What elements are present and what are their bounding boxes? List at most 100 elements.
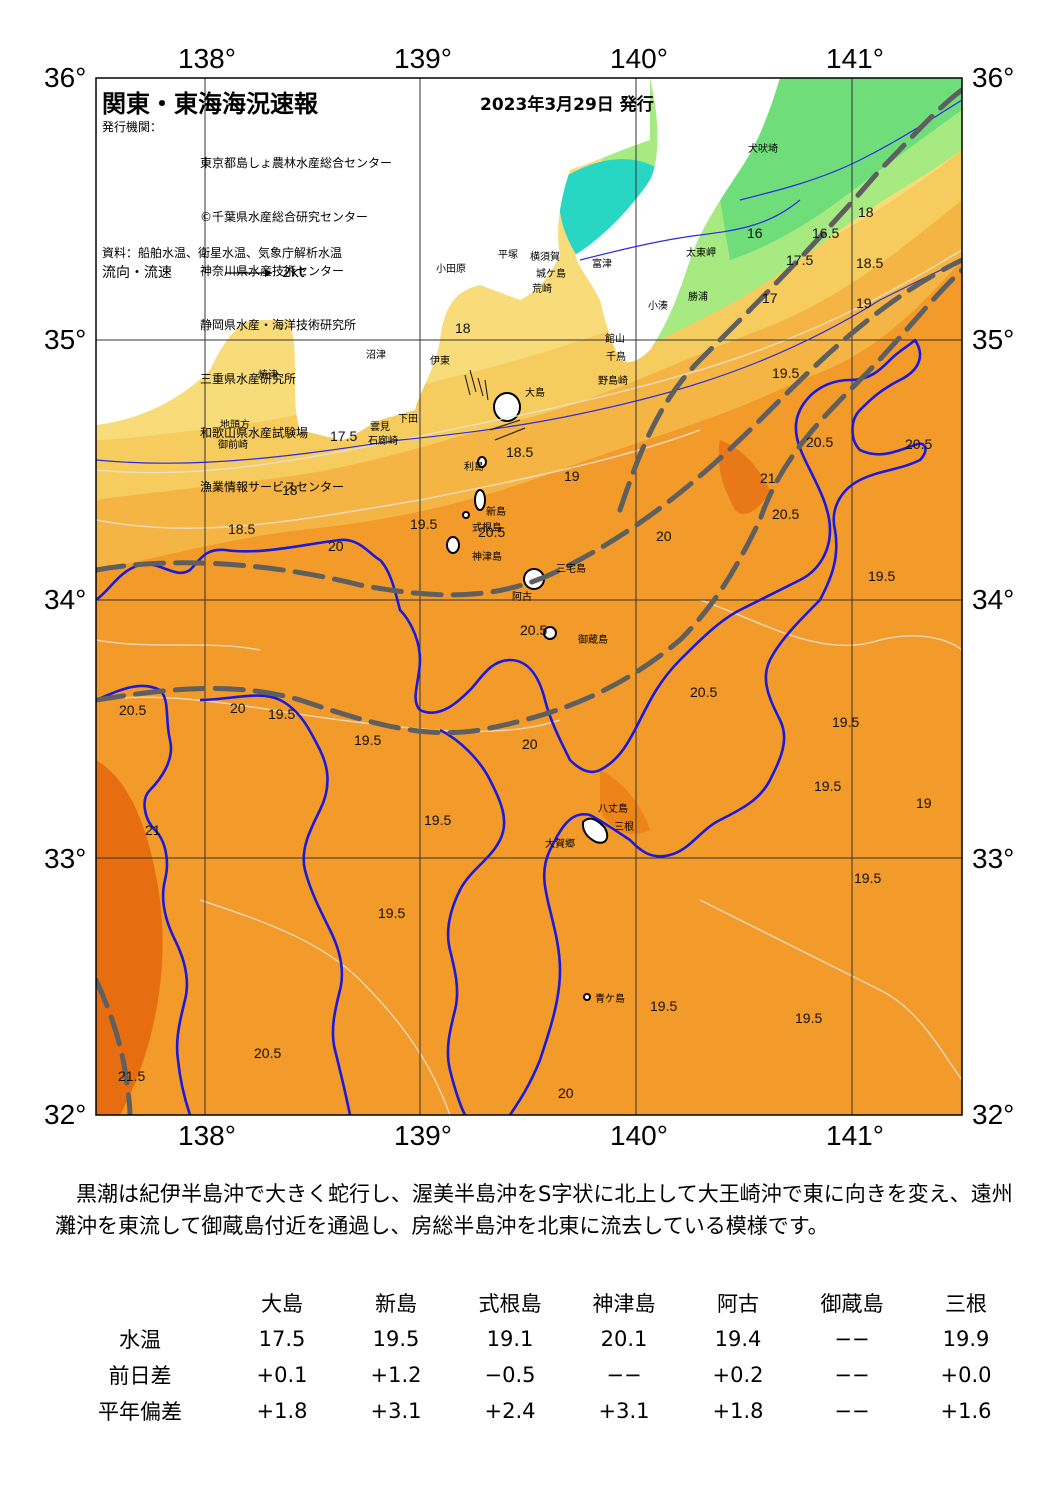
iso-label: 21.5 [118,1068,146,1084]
place-shimoda: 下田 [398,414,418,425]
col-header: 大島 [261,1292,303,1316]
row-label: 前日差 [108,1364,172,1388]
table-cell: +2.4 [484,1399,536,1423]
col-header: 三根 [945,1292,987,1316]
water-temp-table: 大島 新島 式根島 神津島 阿古 御蔵島 三根 水温 17.5 19.5 19.… [55,1285,1023,1429]
lon-label-top-141: 141° [826,43,884,74]
land-boso [575,78,780,362]
tokyo-bay-cold [558,159,660,260]
iso-label: 20 [328,538,344,554]
iso-label: 20 [656,528,672,544]
map-frame [95,77,963,1116]
issue-date: 2023年3月29日 発行 [480,95,654,115]
place-futtsu: 富津 [592,259,612,270]
iso-label: 19.5 [424,812,452,828]
iso-label: 20.5 [254,1045,282,1061]
iso-label: 19 [916,795,932,811]
iso-label: 20 [230,700,246,716]
table-cell: +3.1 [598,1399,650,1423]
place-numazu: 沼津 [366,350,386,361]
table-row: 前日差 +0.1 +1.2 −0.5 −− +0.2 −− +0.0 [55,1357,1023,1393]
dashed-lines [96,87,962,1115]
iso-label: 18.5 [228,521,256,537]
table-cell: −− [606,1363,642,1387]
issuer-label: 発行機関： [102,120,163,134]
table-cell: −− [834,1399,870,1423]
place-omaezaki: 御前崎 [218,440,248,451]
iso-label: 19.5 [795,1010,823,1026]
island-hachijojima [581,817,609,844]
table-cell: 19.5 [372,1327,420,1351]
issuer-item: ©千葉県水産総合研究センター [200,210,369,224]
col-header: 式根島 [478,1292,542,1316]
iso-label: 17.5 [330,428,358,444]
table-cell: +0.0 [940,1363,992,1387]
map-title: 関東・東海海況速報 [102,90,318,118]
place-oshima: 大島 [525,388,545,399]
place-ako: 阿古 [512,592,532,603]
table-cell: 19.9 [942,1327,990,1351]
table-cell: −− [834,1327,870,1351]
place-kumomi: 雲見 [370,422,390,433]
place-yokosuka: 横須賀 [530,252,560,263]
iso-label: 19.5 [378,905,406,921]
iso-label: 20.5 [905,436,933,452]
lat-label-left-32: 32° [44,1099,87,1130]
place-kominato: 小湊 [648,301,668,312]
graticule [96,78,962,1115]
island-shikinejima [462,511,470,519]
issuer-item: 神奈川県水産技術センター [200,264,345,278]
lon-label-bottom-140: 140° [610,1120,668,1151]
place-arasaki: 荒崎 [532,284,552,295]
place-mikurajima: 御蔵島 [578,635,608,646]
main-isotherm [96,338,927,1115]
table-row: 水温 17.5 19.5 19.1 20.1 19.4 −− 19.9 [55,1321,1023,1357]
place-irozaki: 石廊崎 [368,436,398,447]
place-hachijojima: 八丈島 [598,804,628,815]
lon-label-top-140: 140° [610,43,668,74]
table-header-row: 大島 新島 式根島 神津島 阿古 御蔵島 三根 [55,1285,1023,1321]
iso-label: 19.5 [868,568,896,584]
lat-label-right-35: 35° [972,324,1015,355]
lat-label-right-36: 36° [972,62,1015,93]
issuer-item: 三重県水産研究所 [200,372,297,386]
table-cell: −− [834,1363,870,1387]
table-cell: +1.8 [712,1399,764,1423]
place-ito: 伊東 [430,356,450,367]
place-kozushima: 神津島 [472,552,502,563]
iso-label: 16 [747,225,763,241]
hot-patch-east [718,440,770,514]
iso-label: 19.5 [354,732,382,748]
col-header: 御蔵島 [820,1292,884,1316]
island-mikurajima [543,626,557,640]
iso-label: 18 [455,320,471,336]
iso-label: 18 [858,204,874,220]
island-toshima [477,456,487,468]
lat-label-left-34: 34° [44,584,87,615]
iso-label: 19.5 [410,516,438,532]
iso-label: 19 [856,295,872,311]
iso-label: 17.5 [786,252,814,268]
iso-label: 20.5 [690,684,718,700]
lat-label-left-36: 36° [44,62,87,93]
row-label: 水温 [119,1328,161,1352]
iso-label: 18.5 [856,255,884,271]
iso-label: 19.5 [814,778,842,794]
iso-label: 19 [564,468,580,484]
place-chidori: 千鳥 [606,352,626,363]
land-honshu [96,78,650,440]
issuer-item: 静岡県水産・海洋技術研究所 [200,318,357,332]
issuer-item: 東京都島しょ農林水産総合センター [200,156,393,170]
lat-label-left-35: 35° [44,324,87,355]
table-cell: +1.6 [940,1399,992,1423]
iso-label: 19.5 [854,870,882,886]
col-header: 新島 [375,1292,417,1316]
lat-label-right-32: 32° [972,1099,1015,1130]
table-cell: 19.1 [486,1327,534,1351]
table-cell: 17.5 [258,1327,306,1351]
flow-vectors [464,369,526,441]
table-row: 平年偏差 +1.8 +3.1 +2.4 +3.1 +1.8 −− +1.6 [55,1393,1023,1429]
iso-label: 21 [145,822,161,838]
island-niijima [474,489,486,511]
place-hiratsuka: 平塚 [498,250,518,261]
